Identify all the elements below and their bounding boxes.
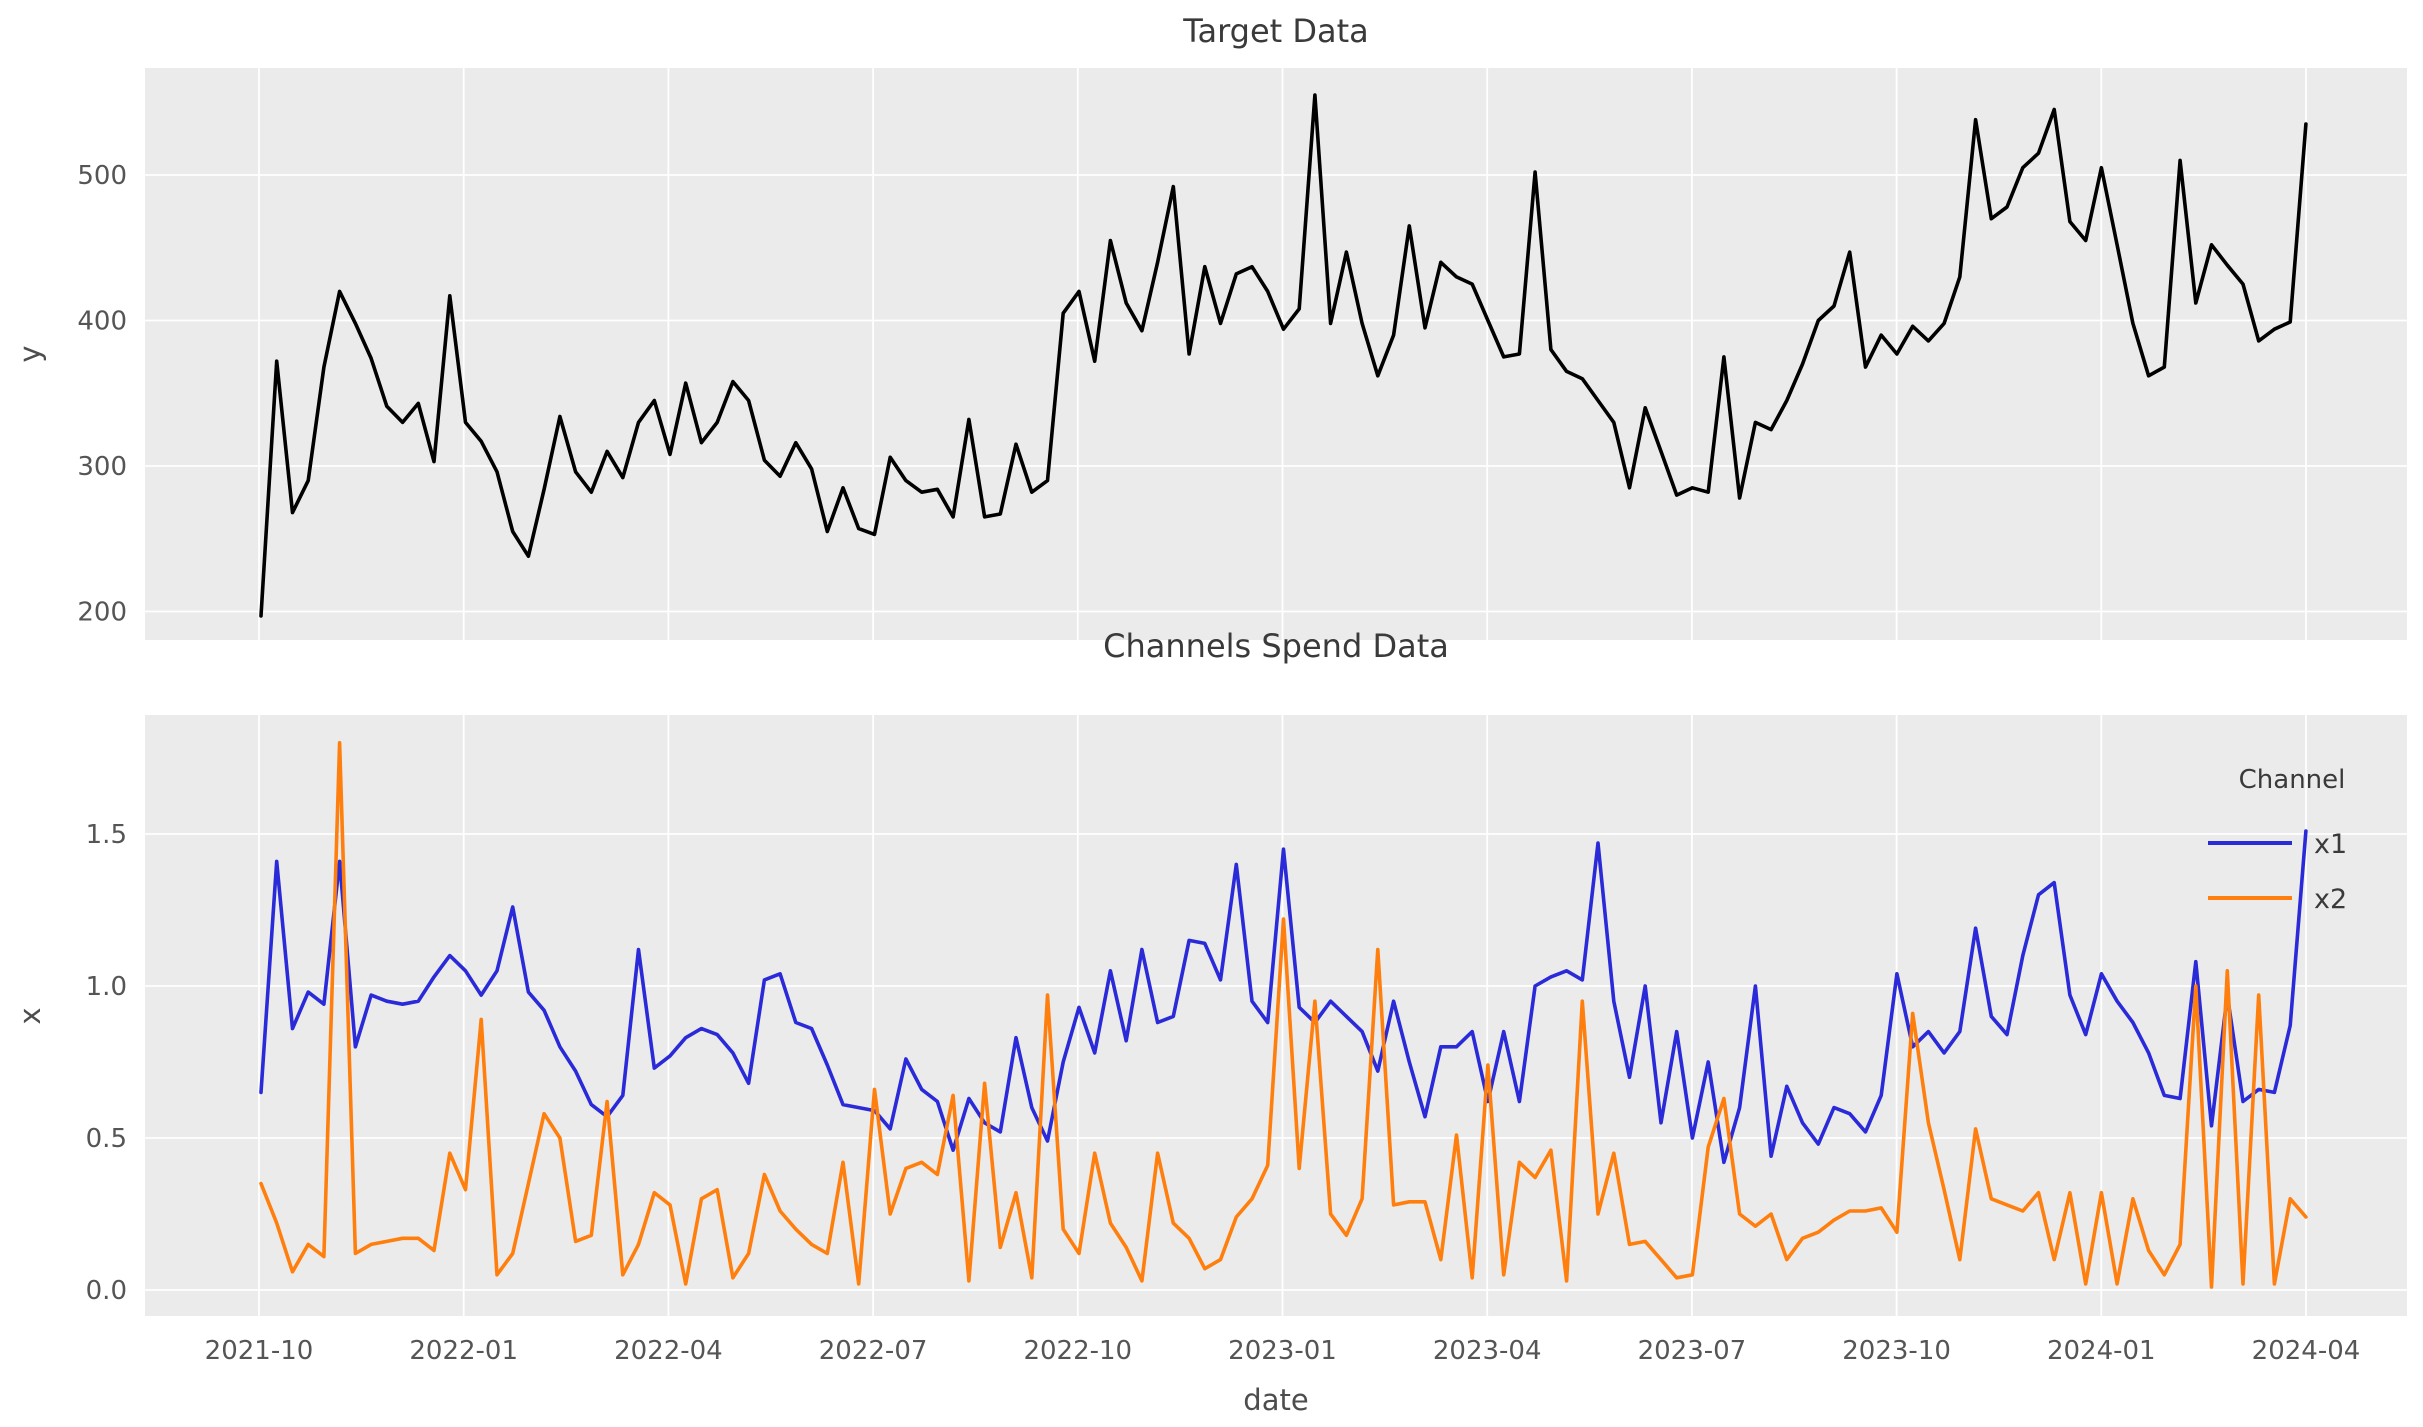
series-line-x2 xyxy=(259,740,2308,1289)
x-tick-label: 2024-04 xyxy=(2252,1336,2361,1366)
series-line-y xyxy=(259,93,2308,618)
y-tick-label: 1.5 xyxy=(86,820,127,850)
y-tick-label: 500 xyxy=(77,161,127,191)
top-plot-area xyxy=(145,68,2407,640)
top-gridlines xyxy=(145,68,2407,640)
y-tick-label: 200 xyxy=(77,598,127,628)
top-series-lines xyxy=(259,93,2308,618)
legend: Channel x1 x2 xyxy=(2208,765,2347,915)
series-line-x1 xyxy=(259,829,2308,1165)
bottom-y-axis-label: x xyxy=(13,1007,47,1024)
y-tick-label: 400 xyxy=(77,307,127,337)
x-tick-label: 2022-04 xyxy=(614,1336,723,1366)
x-tick-label: 2023-04 xyxy=(1433,1336,1542,1366)
bottom-series-lines xyxy=(259,740,2308,1289)
x-tick-label: 2022-07 xyxy=(819,1336,928,1366)
x-axis-label: date xyxy=(1243,1383,1308,1417)
bottom-chart-title: Channels Spend Data xyxy=(1103,627,1449,665)
legend-title: Channel xyxy=(2239,765,2346,795)
y-tick-label: 1.0 xyxy=(86,972,127,1002)
x-tick-label: 2023-01 xyxy=(1228,1336,1337,1366)
top-chart-title: Target Data xyxy=(1182,12,1369,50)
x-tick-label: 2024-01 xyxy=(2047,1336,2156,1366)
x-tick-label: 2023-07 xyxy=(1638,1336,1747,1366)
x-tick-label: 2021-10 xyxy=(205,1336,314,1366)
legend-label-x2: x2 xyxy=(2314,884,2347,915)
legend-label-x1: x1 xyxy=(2314,829,2347,860)
top-y-axis-label: y xyxy=(13,345,47,362)
x-tick-label: 2022-10 xyxy=(1023,1336,1132,1366)
x-tick-label: 2022-01 xyxy=(409,1336,518,1366)
y-tick-label: 0.5 xyxy=(86,1124,127,1154)
x-tick-labels: 2021-10 2022-01 2022-04 2022-07 2022-10 2023-… xyxy=(205,1336,2361,1366)
x-tick-label: 2023-10 xyxy=(1842,1336,1951,1366)
bottom-tick-labels: 0.0 0.5 1.0 1.5 xyxy=(86,820,127,1306)
top-tick-labels: 200 300 400 500 xyxy=(77,161,127,628)
y-tick-label: 300 xyxy=(77,452,127,482)
y-tick-label: 0.0 xyxy=(86,1276,127,1306)
